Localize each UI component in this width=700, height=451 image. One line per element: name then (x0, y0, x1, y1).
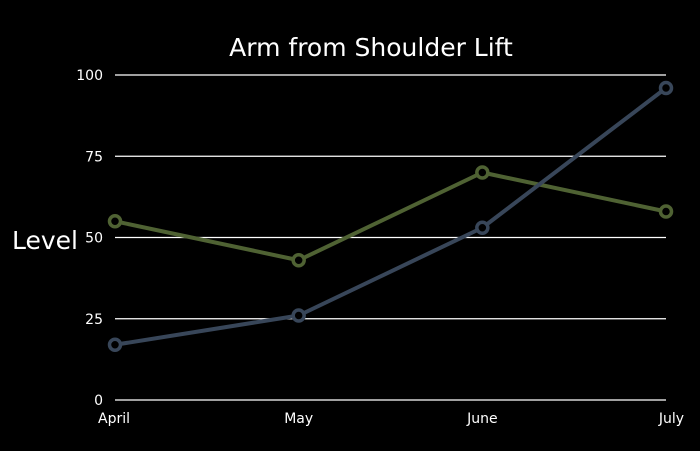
y-tick-labels: 0 25 50 75 100 (76, 68, 103, 409)
data-point (107, 214, 123, 229)
y-tick-label: 100 (76, 68, 103, 84)
series-line (113, 86, 668, 347)
data-point (107, 337, 123, 352)
y-tick-label: 50 (85, 231, 103, 247)
data-point (658, 80, 674, 96)
chart-title: Arm from Shoulder Lift (229, 33, 513, 62)
series-2 (107, 80, 674, 352)
y-axis-label: Level (12, 226, 78, 255)
y-tick-label: 0 (94, 393, 103, 409)
y-tick-label: 75 (85, 149, 103, 165)
x-tick-label: June (466, 411, 498, 427)
data-point (658, 204, 674, 219)
x-tick-label: May (284, 411, 313, 427)
x-tick-labels: April May June July (98, 411, 684, 427)
series-1 (107, 165, 674, 268)
x-tick-label: April (98, 411, 130, 427)
data-point (291, 253, 306, 268)
series-line (113, 170, 668, 263)
y-tick-label: 25 (85, 312, 103, 328)
data-point (291, 308, 306, 323)
data-point (475, 165, 490, 180)
series-lines (107, 80, 674, 352)
data-point (475, 220, 490, 235)
x-tick-label: July (658, 411, 684, 427)
